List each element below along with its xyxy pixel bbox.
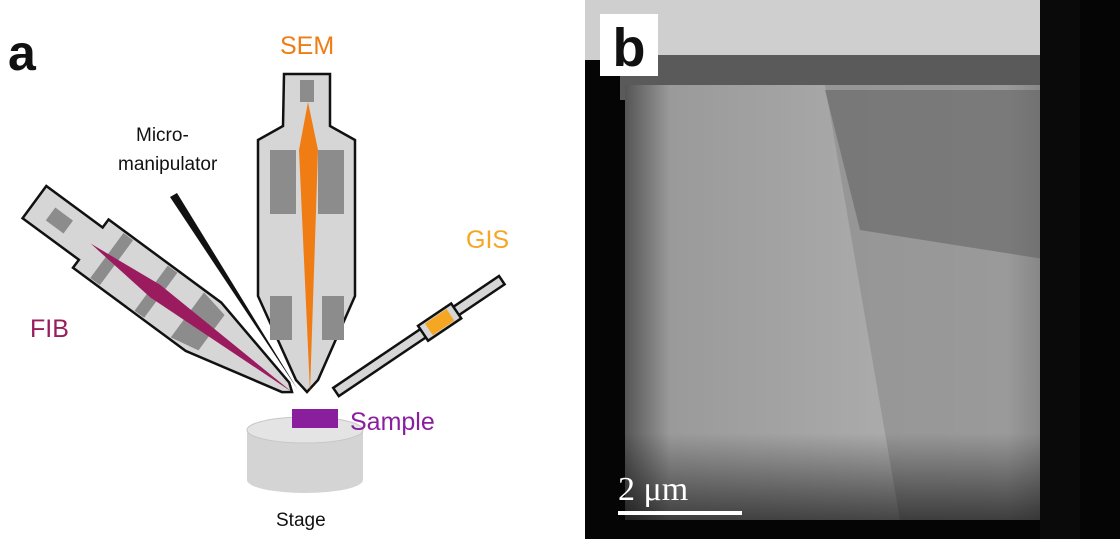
sem-label: SEM xyxy=(280,32,334,60)
stage xyxy=(247,417,363,493)
stage-label: Stage xyxy=(276,510,326,531)
fib-label: FIB xyxy=(30,315,69,343)
panel-b: b 2 μm xyxy=(585,0,1120,539)
figure: a xyxy=(0,0,1120,539)
panel-label: a xyxy=(8,25,37,81)
panel-label: b xyxy=(613,18,646,78)
gis xyxy=(331,273,507,400)
gis-label: GIS xyxy=(466,226,509,254)
manipulator-label: Micro- xyxy=(136,125,189,146)
panel-a: a xyxy=(8,25,509,531)
sample xyxy=(292,409,338,428)
sem-column xyxy=(258,74,355,392)
sample-label: Sample xyxy=(350,408,435,436)
manipulator-label: manipulator xyxy=(118,154,218,175)
scale-bar-label: 2 μm xyxy=(618,471,688,508)
